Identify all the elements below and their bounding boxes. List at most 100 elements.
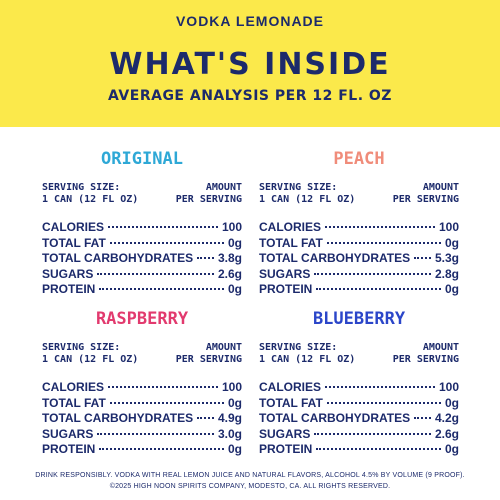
nutrient-label: TOTAL CARBOHYDRATES	[259, 251, 411, 265]
nutrient-label: SUGARS	[259, 426, 311, 441]
nutrient-row: CALORIES 100	[42, 380, 242, 396]
nutrition-panel-blueberry: BLUEBERRY SERVING SIZE: 1 CAN (12 FL OZ)…	[259, 308, 459, 458]
nutrient-label: SUGARS	[42, 266, 94, 281]
dot-leader	[414, 257, 431, 259]
nutrient-label: TOTAL CARBOHYDRATES	[259, 411, 411, 425]
per-serving-label: PER SERVING	[392, 194, 459, 205]
nutrition-panel-raspberry: RASPBERRY SERVING SIZE: 1 CAN (12 FL OZ)…	[42, 308, 242, 458]
page-title: WHAT'S INSIDE	[109, 47, 391, 82]
serving-size-value: 1 CAN (12 FL OZ)	[259, 354, 356, 365]
nutrient-row: PROTEIN 0g	[259, 442, 459, 458]
nutrient-row: SUGARS 2.8g	[259, 267, 459, 283]
nutrient-label: PROTEIN	[42, 282, 96, 296]
legal-footer: DRINK RESPONSIBLY. VODKA WITH REAL LEMON…	[20, 470, 480, 492]
nutrient-label: CALORIES	[259, 220, 322, 234]
flavor-title-peach: PEACH	[333, 149, 385, 169]
nutrient-row: SUGARS 2.6g	[259, 427, 459, 443]
nutrient-value: 0g	[227, 235, 242, 250]
nutrient-label: TOTAL FAT	[42, 235, 106, 250]
flavor-title-raspberry: RASPBERRY	[95, 309, 189, 329]
dot-leader	[109, 241, 224, 244]
nutrient-value: 0g	[227, 442, 242, 456]
nutrient-row: CALORIES 100	[259, 220, 459, 236]
dot-leader	[197, 257, 214, 259]
nutrient-value: 4.2g	[434, 411, 459, 425]
nutrient-row: PROTEIN 0g	[259, 282, 459, 298]
nutrition-panel-original: ORIGINAL SERVING SIZE: 1 CAN (12 FL OZ) …	[42, 148, 242, 298]
nutrient-row: TOTAL CARBOHYDRATES 3.8g	[42, 251, 242, 267]
nutrient-value: 3.8g	[217, 251, 242, 265]
nutrient-value: 4.9g	[217, 411, 242, 425]
nutrient-value: 0g	[444, 282, 459, 296]
amount-label: AMOUNT	[205, 182, 242, 193]
nutrient-list: CALORIES 100 TOTAL FAT 0g TOTAL CARBOHYDRA…	[259, 220, 459, 298]
dot-leader	[197, 417, 214, 419]
nutrient-row: TOTAL FAT 0g	[42, 236, 242, 252]
nutrient-value: 5.3g	[434, 251, 459, 265]
nutrient-row: CALORIES 100	[42, 220, 242, 236]
nutrient-row: TOTAL CARBOHYDRATES 4.9g	[42, 411, 242, 427]
dot-leader	[109, 401, 224, 404]
nutrient-row: TOTAL CARBOHYDRATES 4.2g	[259, 411, 459, 427]
nutrient-value: 0g	[227, 282, 242, 296]
nutrient-value: 3.0g	[217, 426, 242, 441]
nutrient-list: CALORIES 100 TOTAL FAT 0g TOTAL CARBOHYDRA…	[259, 380, 459, 458]
dot-leader	[108, 386, 218, 388]
flavor-title-blueberry: BLUEBERRY	[312, 309, 406, 329]
nutrient-value: 0g	[227, 395, 242, 410]
serving-info: SERVING SIZE: 1 CAN (12 FL OZ) AMOUNT PE…	[42, 182, 242, 206]
per-serving-label: PER SERVING	[175, 194, 242, 205]
serving-size-label: SERVING SIZE:	[42, 342, 121, 353]
nutrition-panel-peach: PEACH SERVING SIZE: 1 CAN (12 FL OZ) AMO…	[259, 148, 459, 298]
nutrient-value: 2.6g	[217, 266, 242, 281]
nutrient-label: TOTAL FAT	[42, 395, 106, 410]
nutrient-row: PROTEIN 0g	[42, 442, 242, 458]
footer-line-1: DRINK RESPONSIBLY. VODKA WITH REAL LEMON…	[35, 472, 465, 479]
dot-leader	[108, 226, 218, 228]
serving-size-value: 1 CAN (12 FL OZ)	[42, 194, 139, 205]
nutrient-label: SUGARS	[259, 266, 311, 281]
serving-size-value: 1 CAN (12 FL OZ)	[259, 194, 356, 205]
nutrient-label: CALORIES	[42, 380, 105, 394]
dot-leader	[316, 448, 441, 450]
nutrient-row: PROTEIN 0g	[42, 282, 242, 298]
dot-leader	[314, 272, 431, 275]
amount-label: AMOUNT	[422, 182, 459, 193]
per-serving-label: PER SERVING	[392, 354, 459, 365]
dot-leader	[97, 432, 214, 435]
page-subtitle: AVERAGE ANALYSIS PER 12 FL. OZ	[108, 88, 392, 104]
dot-leader	[99, 448, 224, 450]
nutrient-row: TOTAL FAT 0g	[259, 236, 459, 252]
serving-size-label: SERVING SIZE:	[259, 342, 338, 353]
nutrient-label: TOTAL FAT	[259, 395, 323, 410]
per-serving-label: PER SERVING	[175, 354, 242, 365]
nutrient-value: 100	[438, 380, 459, 394]
nutrient-list: CALORIES 100 TOTAL FAT 0g TOTAL CARBOHYDRA…	[42, 380, 242, 458]
brand-title: VODKA LEMONADE	[175, 13, 325, 29]
dot-leader	[97, 272, 214, 275]
dot-leader	[325, 386, 435, 388]
nutrient-list: CALORIES 100 TOTAL FAT 0g TOTAL CARBOHYDRA…	[42, 220, 242, 298]
header-band: VODKA LEMONADE WHAT'S INSIDE AVERAGE ANA…	[0, 0, 500, 127]
nutrient-value: 0g	[444, 442, 459, 456]
dot-leader	[326, 241, 441, 244]
nutrient-label: PROTEIN	[259, 442, 313, 456]
nutrient-label: TOTAL CARBOHYDRATES	[42, 251, 194, 265]
dot-leader	[325, 226, 435, 228]
nutrient-label: SUGARS	[42, 426, 94, 441]
nutrient-label: TOTAL FAT	[259, 235, 323, 250]
amount-label: AMOUNT	[205, 342, 242, 353]
amount-label: AMOUNT	[422, 342, 459, 353]
nutrient-value: 0g	[444, 395, 459, 410]
nutrient-label: TOTAL CARBOHYDRATES	[42, 411, 194, 425]
nutrient-row: TOTAL CARBOHYDRATES 5.3g	[259, 251, 459, 267]
dot-leader	[326, 401, 441, 404]
flavor-title-original: ORIGINAL	[101, 149, 183, 169]
serving-info: SERVING SIZE: 1 CAN (12 FL OZ) AMOUNT PE…	[42, 342, 242, 366]
serving-size-value: 1 CAN (12 FL OZ)	[42, 354, 139, 365]
nutrient-row: TOTAL FAT 0g	[42, 396, 242, 412]
nutrient-row: SUGARS 2.6g	[42, 267, 242, 283]
nutrient-row: TOTAL FAT 0g	[259, 396, 459, 412]
nutrient-row: SUGARS 3.0g	[42, 427, 242, 443]
nutrient-label: CALORIES	[42, 220, 105, 234]
